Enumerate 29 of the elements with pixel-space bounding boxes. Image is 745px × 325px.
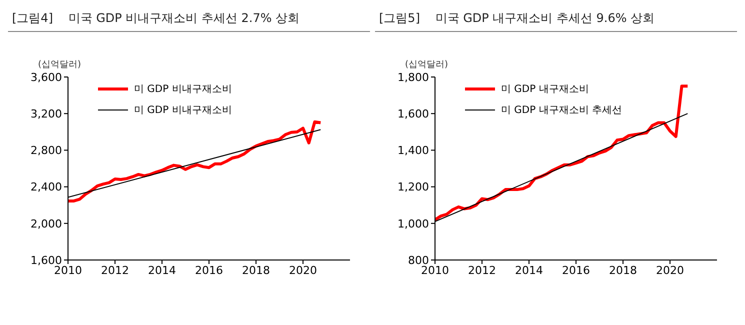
legend-label: 미 GDP 내구재소비 추세선 bbox=[501, 104, 622, 116]
y-tick-label: 1,400 bbox=[398, 144, 429, 158]
y-tick-label: 1,600 bbox=[398, 108, 429, 121]
y-tick-label: 2,800 bbox=[30, 144, 62, 158]
y-tick-label: 3,600 bbox=[30, 70, 62, 84]
chart-title: [그림5] 미국 GDP 내구재소비 추세선 9.6% 상회 bbox=[375, 8, 737, 32]
legend-label: 미 GDP 내구재소비 bbox=[501, 82, 589, 96]
x-tick-label: 2018 bbox=[609, 264, 637, 277]
x-tick-label: 2020 bbox=[289, 264, 317, 277]
x-tick-label: 2014 bbox=[148, 264, 176, 277]
x-tick-label: 2012 bbox=[101, 264, 129, 277]
y-tick-label: 1,200 bbox=[398, 180, 429, 194]
y-tick-label: 3,200 bbox=[30, 108, 62, 121]
y-tick-label: 1,800 bbox=[398, 70, 429, 84]
line-series bbox=[68, 120, 322, 202]
x-tick-label: 2012 bbox=[468, 264, 496, 277]
legend-label: 미 GDP 비내구재소비 bbox=[134, 82, 232, 96]
y-tick-label: 2,400 bbox=[30, 180, 62, 194]
y-axis-title: (십억달러) bbox=[38, 59, 82, 71]
y-tick-label: 2,000 bbox=[30, 217, 62, 230]
x-tick-label: 2018 bbox=[242, 264, 270, 277]
x-tick-label: 2014 bbox=[515, 264, 543, 277]
legend-label: 미 GDP 비내구재소비 bbox=[134, 104, 232, 116]
x-tick-label: 2016 bbox=[562, 264, 590, 277]
y-axis-title: (십억달러) bbox=[405, 59, 448, 71]
chart-title: [그림4] 미국 GDP 비내구재소비 추세선 2.7% 상회 bbox=[8, 8, 370, 32]
x-tick-label: 2016 bbox=[195, 264, 223, 277]
x-tick-label: 2020 bbox=[656, 264, 684, 277]
y-tick-label: 1,000 bbox=[398, 217, 429, 230]
